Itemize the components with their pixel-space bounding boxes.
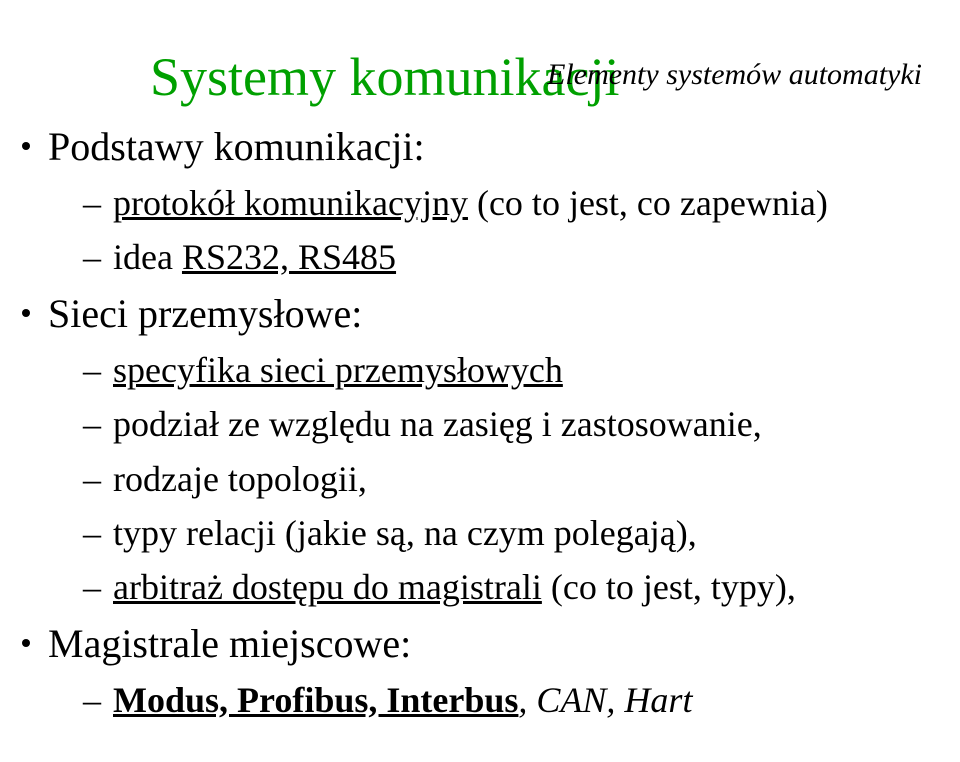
content-area: Podstawy komunikacji: – protokół komunik… — [22, 120, 960, 725]
sub-list: – protokół komunikacyjny (co to jest, co… — [83, 178, 960, 283]
section-heading: Podstawy komunikacji: — [22, 120, 960, 174]
list-item: – podział ze względu na zasięg i zastoso… — [83, 399, 960, 449]
list-item: – specyfika sieci przemysłowych — [83, 345, 960, 395]
heading-text: Magistrale miejscowe: — [48, 617, 411, 671]
dash-icon: – — [83, 675, 101, 725]
dash-icon: – — [83, 454, 101, 504]
sub-list: – Modus, Profibus, Interbus, CAN, Hart — [83, 675, 960, 725]
list-item: – idea RS232, RS485 — [83, 232, 960, 282]
bullet-icon — [22, 639, 30, 647]
item-text: specyfika sieci przemysłowych — [113, 345, 563, 395]
item-text: rodzaje topologii, — [113, 454, 367, 504]
item-text: typy relacji (jakie są, na czym polegają… — [113, 508, 697, 558]
dash-icon: – — [83, 232, 101, 282]
page-header: Elementy systemów automatyki — [547, 58, 922, 92]
list-item: – typy relacji (jakie są, na czym polega… — [83, 508, 960, 558]
item-text: arbitraż dostępu do magistrali (co to je… — [113, 562, 796, 612]
dash-icon: – — [83, 562, 101, 612]
sub-list: – specyfika sieci przemysłowych – podzia… — [83, 345, 960, 613]
item-text: podział ze względu na zasięg i zastosowa… — [113, 399, 762, 449]
list-item: – rodzaje topologii, — [83, 454, 960, 504]
dash-icon: – — [83, 345, 101, 395]
bullet-icon — [22, 309, 30, 317]
dash-icon: – — [83, 399, 101, 449]
bullet-icon — [22, 142, 30, 150]
dash-icon: – — [83, 178, 101, 228]
list-item: – protokół komunikacyjny (co to jest, co… — [83, 178, 960, 228]
dash-icon: – — [83, 508, 101, 558]
item-text: protokół komunikacyjny (co to jest, co z… — [113, 178, 828, 228]
section-heading: Sieci przemysłowe: — [22, 287, 960, 341]
list-item: – arbitraż dostępu do magistrali (co to … — [83, 562, 960, 612]
section-heading: Magistrale miejscowe: — [22, 617, 960, 671]
item-text: idea RS232, RS485 — [113, 232, 396, 282]
item-text: Modus, Profibus, Interbus, CAN, Hart — [113, 675, 692, 725]
list-item: – Modus, Profibus, Interbus, CAN, Hart — [83, 675, 960, 725]
heading-text: Sieci przemysłowe: — [48, 287, 362, 341]
heading-text: Podstawy komunikacji: — [48, 120, 425, 174]
